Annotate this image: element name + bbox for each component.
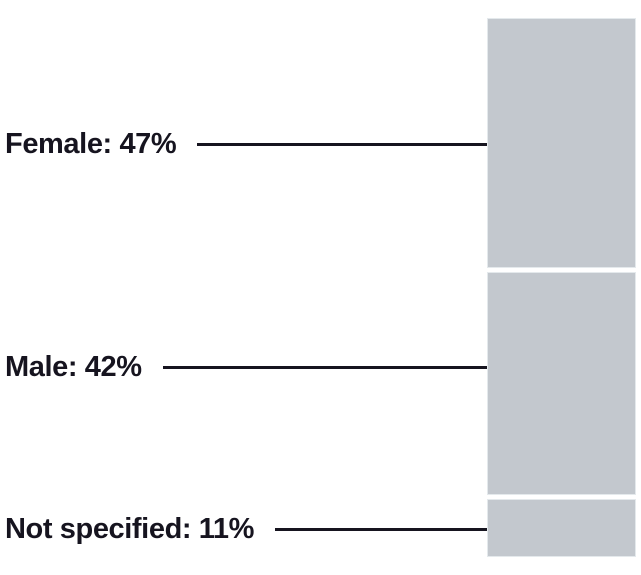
label-male: Male: 42%	[5, 350, 142, 383]
label-not-specified: Not specified: 11%	[5, 512, 255, 545]
bar-segment-gap	[487, 494, 636, 499]
leader-line-not-specified	[275, 527, 487, 531]
bar-segment-male	[487, 271, 636, 495]
bar-segment-not-specified	[487, 498, 636, 557]
callout-row-female: Female: 47%	[5, 128, 487, 160]
callout-row-male: Male: 42%	[5, 351, 487, 383]
callout-row-not-specified: Not specified: 11%	[5, 513, 487, 545]
bar-segment-female	[487, 18, 636, 268]
leader-line-female	[197, 142, 487, 146]
bar-segment-gap	[487, 267, 636, 272]
stacked-bar	[487, 18, 636, 557]
leader-line-male	[162, 365, 487, 369]
label-female: Female: 47%	[5, 127, 177, 160]
